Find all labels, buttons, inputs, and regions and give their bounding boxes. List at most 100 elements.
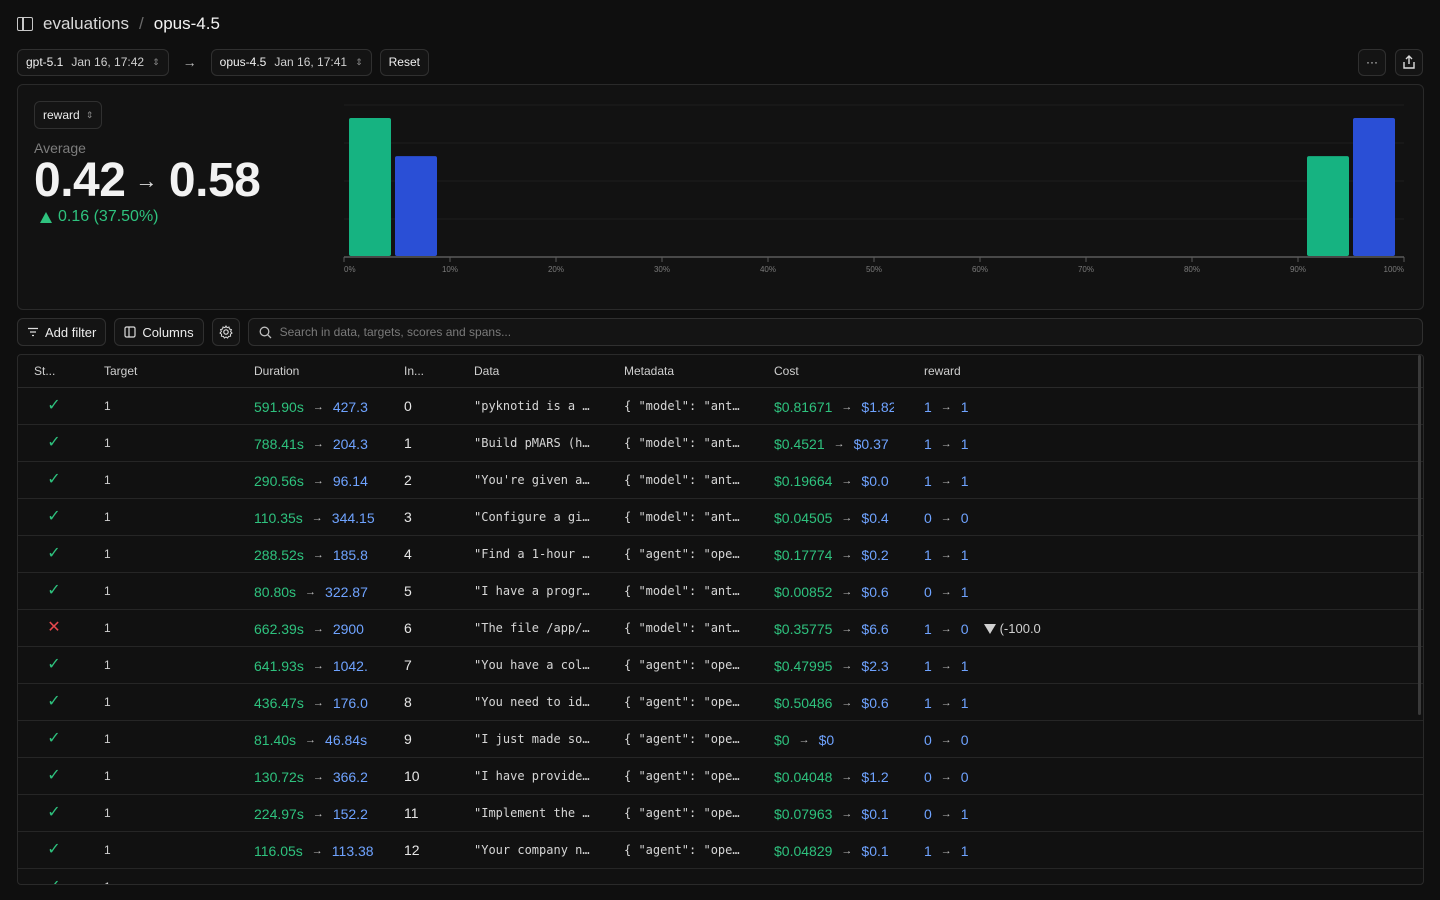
columns-button[interactable]: Columns bbox=[114, 318, 204, 346]
table-row[interactable]: ✓ 1 110.35s → 344.15 3 "Configure a gi… … bbox=[18, 499, 1423, 536]
reset-button[interactable]: Reset bbox=[379, 48, 429, 76]
triangle-up-icon bbox=[40, 211, 52, 223]
histogram-bar[interactable] bbox=[1307, 156, 1349, 256]
table-row[interactable]: ✓ 1 bbox=[18, 869, 1423, 884]
base-experiment-date: Jan 16, 17:42 bbox=[71, 55, 145, 69]
arrow-right-icon: → bbox=[940, 437, 952, 450]
metadata-cell: { "agent": "ope… bbox=[624, 732, 740, 746]
column-header-metadata[interactable]: Metadata bbox=[624, 364, 675, 378]
duration-cell: 641.93s → 1042. bbox=[254, 647, 374, 684]
histogram-bar[interactable] bbox=[1353, 118, 1395, 256]
cost-target: $0.37 bbox=[853, 435, 889, 452]
table-header: St... Target Duration In... Data Metadat… bbox=[18, 355, 1423, 388]
arrow-right-icon: → bbox=[940, 733, 952, 746]
cost-target: $0.1 bbox=[861, 805, 889, 822]
sidebar-toggle-icon[interactable] bbox=[17, 17, 33, 31]
cost-cell: $0.04829 → $0.1 bbox=[774, 832, 894, 869]
target-cell: 1 bbox=[104, 769, 111, 783]
share-button[interactable] bbox=[1395, 48, 1423, 76]
arrow-right-icon: → bbox=[940, 807, 952, 820]
success-check-icon: ✓ bbox=[47, 841, 61, 858]
reward-cell: 0 → 0 bbox=[924, 499, 1054, 536]
search-icon bbox=[259, 326, 272, 338]
add-filter-button[interactable]: Add filter bbox=[17, 318, 107, 346]
duration-cell bbox=[254, 869, 374, 884]
reward-cell: 1 → 1 bbox=[924, 425, 1054, 462]
arrow-right-icon: → bbox=[940, 622, 952, 635]
arrow-right-icon: → bbox=[841, 548, 853, 561]
index-cell: 0 bbox=[404, 398, 412, 414]
triangle-down-icon bbox=[983, 623, 996, 634]
success-check-icon: ✓ bbox=[47, 767, 61, 784]
table-row[interactable]: ✓ 1 80.80s → 322.87 5 "I have a progr… {… bbox=[18, 573, 1423, 610]
table-row[interactable]: ✓ 1 288.52s → 185.8 4 "Find a 1-hour … {… bbox=[18, 536, 1423, 573]
arrow-right-icon: → bbox=[841, 696, 853, 709]
column-header-status[interactable]: St... bbox=[34, 364, 56, 378]
histogram-tick-label: 20% bbox=[548, 265, 564, 274]
column-header-data[interactable]: Data bbox=[474, 364, 500, 378]
table-row[interactable]: ✓ 1 591.90s → 427.3 0 "pyknotid is a … {… bbox=[18, 388, 1423, 425]
reward-target: 0 bbox=[960, 620, 969, 637]
columns-icon bbox=[124, 326, 136, 338]
column-header-duration[interactable]: Duration bbox=[254, 364, 300, 378]
arrow-right-icon[interactable]: → bbox=[182, 54, 197, 70]
index-cell: 10 bbox=[404, 768, 420, 784]
reward-cell: 1 → 1 bbox=[924, 536, 1054, 573]
cost-base: $0.19664 bbox=[774, 472, 833, 489]
cost-target: $1.82 bbox=[861, 398, 894, 415]
table-row[interactable]: ✓ 1 130.72s → 366.2 10 "I have provide… … bbox=[18, 758, 1423, 795]
table-row[interactable]: ✓ 1 224.97s → 152.2 11 "Implement the … … bbox=[18, 795, 1423, 832]
arrow-right-icon: → bbox=[841, 585, 853, 598]
target-cell: 1 bbox=[104, 399, 111, 413]
column-header-target[interactable]: Target bbox=[104, 364, 138, 378]
metadata-cell: { "agent": "ope… bbox=[624, 658, 740, 672]
column-header-reward[interactable]: reward bbox=[924, 364, 961, 378]
search-input[interactable] bbox=[279, 325, 1412, 339]
more-options-button[interactable]: ··· bbox=[1358, 48, 1386, 76]
table-row[interactable]: ✕ 1 662.39s → 2900 6 "The file /app/… { … bbox=[18, 610, 1423, 647]
score-histogram: 0% 10% 20% 30% 40% 50% 60% 70% 80% 90% 100% bbox=[343, 104, 1405, 274]
breadcrumb: evaluations / opus-4.5 bbox=[17, 13, 220, 35]
table-scrollbar[interactable] bbox=[1418, 355, 1421, 715]
cost-target: $0.2 bbox=[861, 546, 889, 563]
arrow-right-icon: → bbox=[305, 585, 317, 598]
duration-cell: 288.52s → 185.8 bbox=[254, 536, 374, 573]
duration-target: 46.84s bbox=[325, 731, 368, 748]
table-row[interactable]: ✓ 1 81.40s → 46.84s 9 "I just made so… {… bbox=[18, 721, 1423, 758]
settings-button[interactable] bbox=[211, 318, 240, 346]
cost-target: $0.0 bbox=[861, 472, 889, 489]
metadata-cell: { "model": "ant… bbox=[624, 473, 740, 487]
reward-base: 0 bbox=[924, 509, 932, 526]
base-experiment-select[interactable]: gpt-5.1 Jan 16, 17:42 ⇕ bbox=[17, 48, 169, 76]
column-header-input[interactable]: In... bbox=[404, 364, 425, 378]
breadcrumb-separator: / bbox=[139, 14, 144, 33]
histogram-bar[interactable] bbox=[349, 118, 391, 256]
table-row[interactable]: ✓ 1 788.41s → 204.3 1 "Build pMARS (h… {… bbox=[18, 425, 1423, 462]
duration-base: 116.05s bbox=[254, 842, 303, 859]
target-average: 0.58 bbox=[168, 154, 261, 207]
metric-select-label: reward bbox=[43, 108, 80, 122]
search-bar[interactable] bbox=[247, 318, 1423, 346]
cost-base: $0.81671 bbox=[774, 398, 833, 415]
table-row[interactable]: ✓ 1 290.56s → 96.14 2 "You're given a… {… bbox=[18, 462, 1423, 499]
table-row[interactable]: ✓ 1 641.93s → 1042. 7 "You have a col… {… bbox=[18, 647, 1423, 684]
reward-base: 1 bbox=[924, 398, 932, 415]
metric-select[interactable]: reward ⇕ bbox=[34, 101, 103, 129]
index-cell: 12 bbox=[404, 842, 420, 858]
arrow-right-icon: → bbox=[940, 548, 952, 561]
breadcrumb-evaluations[interactable]: evaluations bbox=[43, 14, 130, 33]
reward-target: 1 bbox=[960, 398, 969, 415]
cost-base: $0.17774 bbox=[774, 546, 833, 563]
arrow-right-icon: → bbox=[940, 659, 952, 672]
duration-target: 2900 bbox=[332, 620, 364, 637]
column-header-cost[interactable]: Cost bbox=[774, 364, 799, 378]
table-row[interactable]: ✓ 1 116.05s → 113.38 12 "Your company n…… bbox=[18, 832, 1423, 869]
reward-base: 0 bbox=[924, 583, 932, 600]
arrow-right-icon: → bbox=[312, 770, 324, 783]
histogram-bar[interactable] bbox=[395, 156, 437, 256]
table-row[interactable]: ✓ 1 436.47s → 176.0 8 "You need to id… {… bbox=[18, 684, 1423, 721]
target-experiment-select[interactable]: opus-4.5 Jan 16, 17:41 ⇕ bbox=[210, 48, 372, 76]
reward-base: 1 bbox=[924, 546, 932, 563]
duration-target: 204.3 bbox=[332, 435, 368, 452]
duration-base: 290.56s bbox=[254, 472, 304, 489]
